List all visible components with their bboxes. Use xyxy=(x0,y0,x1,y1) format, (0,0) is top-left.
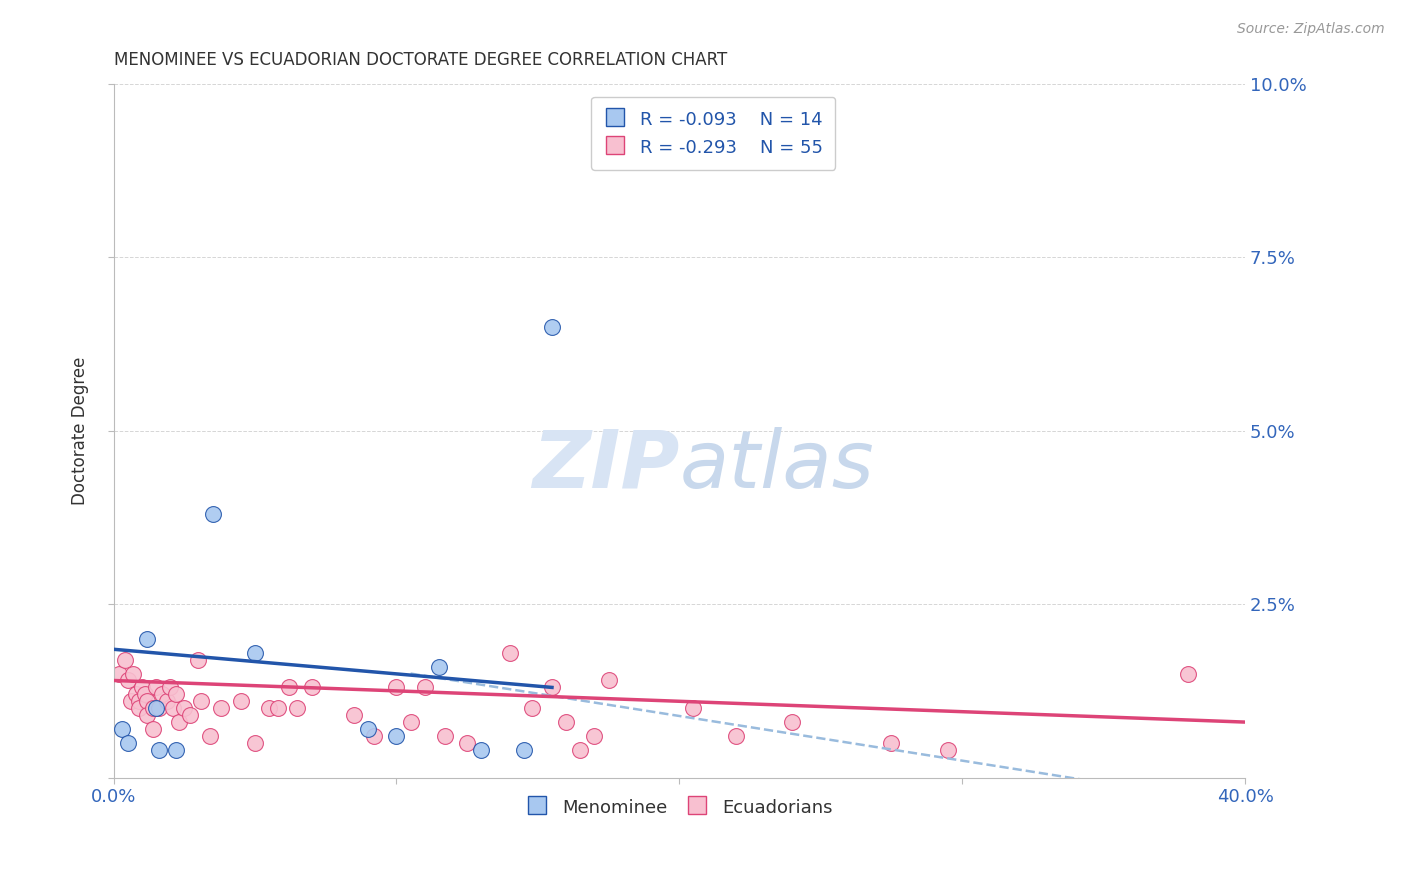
Point xyxy=(257,701,280,715)
Point xyxy=(162,701,184,715)
Point xyxy=(142,722,165,736)
Point xyxy=(134,687,156,701)
Point xyxy=(114,653,136,667)
Point xyxy=(343,708,366,723)
Point xyxy=(456,736,478,750)
Point xyxy=(187,653,209,667)
Point xyxy=(541,681,564,695)
Point xyxy=(167,715,190,730)
Point xyxy=(145,701,167,715)
Point xyxy=(522,701,544,715)
Point xyxy=(142,701,165,715)
Text: ZIP: ZIP xyxy=(531,426,679,505)
Point xyxy=(243,646,266,660)
Point xyxy=(125,687,148,701)
Point xyxy=(122,666,145,681)
Point xyxy=(277,681,299,695)
Point xyxy=(301,681,323,695)
Point xyxy=(179,708,201,723)
Point xyxy=(433,729,456,743)
Point xyxy=(682,701,704,715)
Point xyxy=(131,681,153,695)
Point xyxy=(357,722,380,736)
Text: atlas: atlas xyxy=(679,426,875,505)
Point xyxy=(266,701,288,715)
Point xyxy=(148,743,170,757)
Point xyxy=(583,729,606,743)
Point xyxy=(209,701,232,715)
Point xyxy=(413,681,436,695)
Point xyxy=(399,715,422,730)
Point xyxy=(555,715,578,730)
Point xyxy=(936,743,959,757)
Point xyxy=(173,701,195,715)
Point xyxy=(470,743,492,757)
Point xyxy=(1177,666,1199,681)
Point xyxy=(201,507,224,521)
Point xyxy=(136,632,159,646)
Point xyxy=(427,659,450,673)
Point xyxy=(128,701,150,715)
Point xyxy=(229,694,252,708)
Point xyxy=(287,701,309,715)
Point xyxy=(111,722,134,736)
Point xyxy=(120,694,142,708)
Text: Source: ZipAtlas.com: Source: ZipAtlas.com xyxy=(1237,22,1385,37)
Point xyxy=(569,743,592,757)
Point xyxy=(385,729,408,743)
Point xyxy=(128,694,150,708)
Legend: Menominee, Ecuadorians: Menominee, Ecuadorians xyxy=(519,790,839,824)
Point xyxy=(598,673,620,688)
Point xyxy=(165,743,187,757)
Point xyxy=(117,736,139,750)
Text: MENOMINEE VS ECUADORIAN DOCTORATE DEGREE CORRELATION CHART: MENOMINEE VS ECUADORIAN DOCTORATE DEGREE… xyxy=(114,51,727,69)
Point xyxy=(117,673,139,688)
Point xyxy=(190,694,212,708)
Point xyxy=(512,743,534,757)
Point xyxy=(498,646,520,660)
Point xyxy=(136,694,159,708)
Point xyxy=(148,701,170,715)
Point xyxy=(165,687,187,701)
Point xyxy=(385,681,408,695)
Point xyxy=(108,666,131,681)
Y-axis label: Doctorate Degree: Doctorate Degree xyxy=(72,357,89,505)
Point xyxy=(363,729,385,743)
Point xyxy=(150,687,173,701)
Point xyxy=(159,681,181,695)
Point xyxy=(145,681,167,695)
Point xyxy=(782,715,804,730)
Point xyxy=(136,708,159,723)
Point xyxy=(243,736,266,750)
Point xyxy=(198,729,221,743)
Point xyxy=(724,729,747,743)
Point xyxy=(156,694,179,708)
Point xyxy=(880,736,903,750)
Point xyxy=(541,319,564,334)
